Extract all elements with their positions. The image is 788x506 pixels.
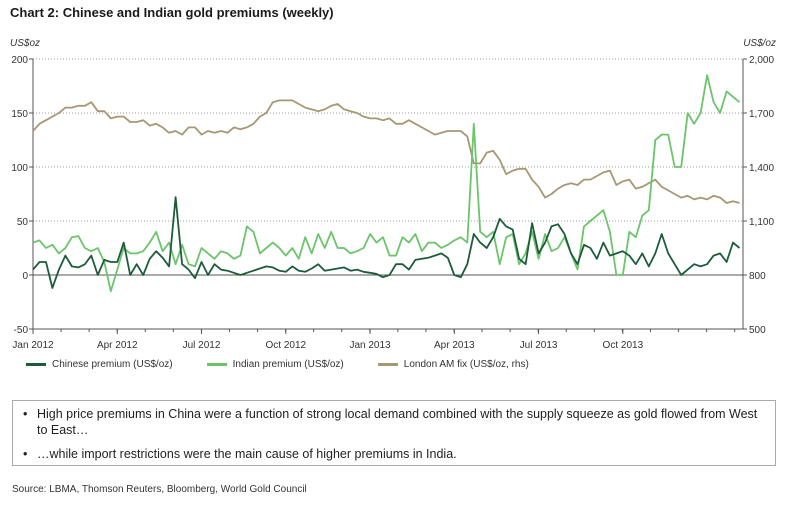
legend-label-london: London AM fix (US$/oz, rhs) — [403, 359, 529, 370]
left-tick-label: 100 — [11, 163, 28, 174]
x-tick-label: Oct 2013 — [603, 340, 644, 351]
right-tick-label: 1,100 — [749, 217, 774, 228]
x-tick-label: Jul 2013 — [520, 340, 558, 351]
x-tick-label: Oct 2012 — [265, 340, 306, 351]
right-tick-label: 1,400 — [749, 163, 774, 174]
right-tick-label: 2,000 — [749, 55, 774, 66]
note-text: High price premiums in China were a func… — [37, 407, 758, 437]
chart-plot: -50 0 50 100 150 200 500 800 1,100 1,400 1,700 2,00… — [11, 55, 774, 351]
note-text: …while import restrictions were the main… — [37, 447, 457, 461]
legend-item-chinese: Chinese premium (US$/oz) — [26, 359, 173, 370]
x-tick-label: Apr 2013 — [434, 340, 475, 351]
notes-box: • High price premiums in China were a fu… — [12, 400, 776, 466]
left-tick-label: 150 — [11, 109, 28, 120]
grid-layer — [33, 58, 743, 276]
series-line-indian — [32, 74, 741, 293]
label-layer: -50 0 50 100 150 200 500 800 1,100 1,400 1,700 2,00… — [11, 55, 774, 351]
legend-item-indian: Indian premium (US$/oz) — [206, 359, 344, 370]
series-line-chinese — [32, 196, 741, 289]
bullet-icon: • — [23, 407, 28, 421]
left-tick-label: 200 — [11, 55, 28, 66]
legend-swatch-london — [377, 363, 398, 366]
left-tick-label: 0 — [22, 271, 28, 282]
x-tick-label: Jul 2012 — [183, 340, 221, 351]
legend-swatch-chinese — [26, 363, 46, 366]
right-tick-label: 500 — [749, 325, 766, 336]
note-item: • High price premiums in China were a fu… — [23, 406, 765, 438]
chart-title: Chart 2: Chinese and Indian gold premium… — [10, 5, 334, 20]
right-axis-unit: US$/oz — [743, 38, 776, 49]
legend-label-chinese: Chinese premium (US$/oz) — [52, 359, 173, 370]
left-tick-label: 50 — [17, 217, 29, 228]
x-tick-label: Jan 2012 — [12, 340, 54, 351]
series-line-london — [32, 99, 740, 204]
right-tick-label: 1,700 — [749, 109, 774, 120]
axis-layer — [29, 58, 747, 334]
x-tick-label: Apr 2012 — [97, 340, 138, 351]
legend-item-london: London AM fix (US$/oz, rhs) — [377, 359, 529, 370]
right-tick-label: 800 — [749, 271, 766, 282]
left-axis-unit: US$oz — [10, 38, 41, 49]
note-item: • …while import restrictions were the ma… — [23, 446, 765, 462]
left-tick-label: -50 — [14, 325, 29, 336]
legend-label-indian: Indian premium (US$/oz) — [232, 359, 344, 370]
series-layer — [32, 74, 741, 293]
x-tick-label: Jan 2013 — [349, 340, 391, 351]
legend-swatch-indian — [206, 363, 227, 366]
bullet-icon: • — [23, 447, 28, 461]
legend: Chinese premium (US$/oz) Indian premium … — [26, 359, 563, 370]
source-note: Source: LBMA, Thomson Reuters, Bloomberg… — [12, 484, 307, 495]
